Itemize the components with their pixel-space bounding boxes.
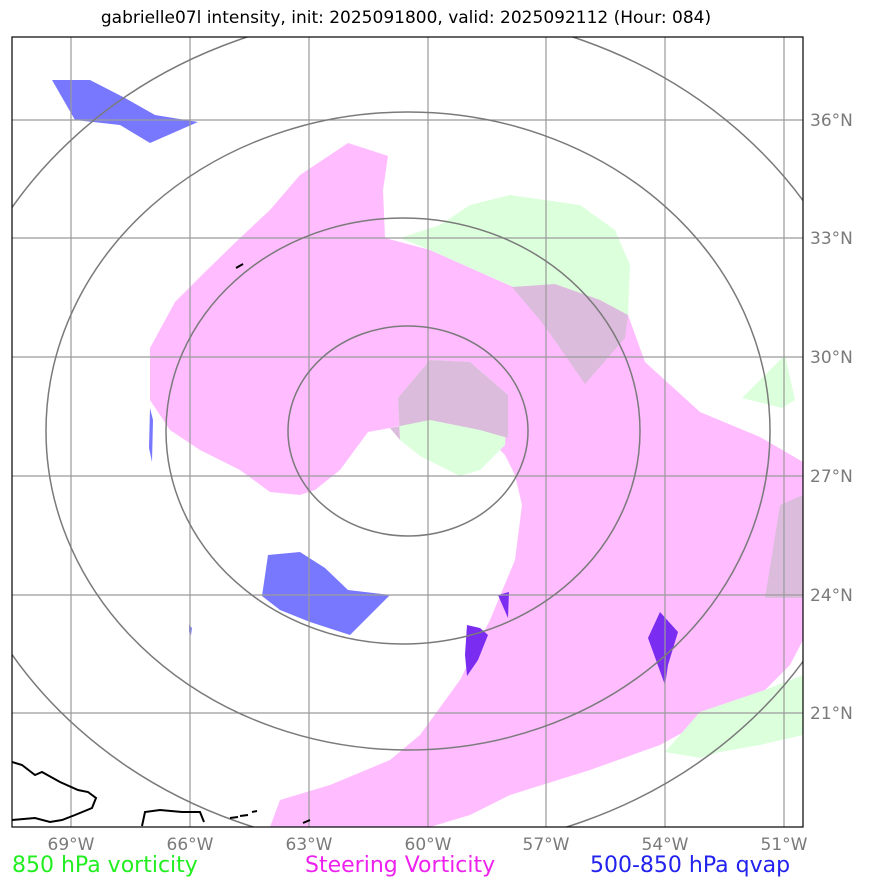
lat-label: 33°N bbox=[810, 229, 853, 249]
lat-label: 36°N bbox=[810, 111, 853, 131]
coastline-island-2 bbox=[229, 816, 239, 819]
coastline-island-3 bbox=[239, 814, 249, 817]
range-ring-2 bbox=[165, 217, 641, 645]
lon-label: 60°W bbox=[405, 835, 452, 855]
vorticity-850-region-north bbox=[400, 195, 630, 315]
longitude-labels: 69°W 66°W 63°W 60°W 57°W 54°W 51°W bbox=[48, 835, 808, 855]
range-ring-3 bbox=[45, 111, 771, 751]
legend-qvap: 500-850 hPa qvap bbox=[590, 853, 791, 878]
chart-title: gabrielle07l intensity, init: 2025091800… bbox=[100, 8, 712, 28]
qvap-sliver-west bbox=[149, 408, 153, 462]
range-ring-1 bbox=[287, 325, 529, 537]
map-area bbox=[12, 37, 803, 827]
coastline-island-5 bbox=[302, 819, 311, 824]
coastline-hispaniola bbox=[12, 761, 98, 824]
lon-label: 69°W bbox=[48, 835, 95, 855]
coastline-island-4 bbox=[251, 810, 258, 813]
vorticity-850-region-southeast bbox=[665, 675, 803, 758]
lon-label: 57°W bbox=[523, 835, 570, 855]
coastline-puerto-rico bbox=[141, 808, 205, 827]
steering-vorticity-region bbox=[150, 143, 803, 827]
latitude-labels: 36°N 33°N 30°N 27°N 24°N 21°N bbox=[810, 111, 853, 724]
coastline-island-1 bbox=[235, 263, 244, 269]
lon-label: 51°W bbox=[761, 835, 808, 855]
qvap-spot-south-1 bbox=[465, 625, 488, 676]
qvap-spot-south-2 bbox=[498, 592, 509, 618]
qvap-region-northwest bbox=[52, 80, 198, 143]
lat-label: 24°N bbox=[810, 586, 853, 606]
vorticity-850-region-east bbox=[742, 355, 795, 408]
lon-label: 54°W bbox=[642, 835, 689, 855]
map-frame bbox=[11, 36, 804, 828]
qvap-spot-southeast bbox=[648, 612, 678, 685]
overlap-region-center bbox=[390, 360, 508, 440]
legend-850-vorticity: 850 hPa vorticity bbox=[12, 853, 198, 878]
legend-steering-vorticity: Steering Vorticity bbox=[305, 853, 496, 878]
coastlines bbox=[12, 263, 311, 827]
graticule bbox=[12, 37, 803, 827]
range-rings bbox=[12, 37, 803, 827]
lat-label: 21°N bbox=[810, 704, 853, 724]
lon-label: 63°W bbox=[286, 835, 333, 855]
qvap-region-southwest bbox=[262, 552, 390, 635]
lat-label: 27°N bbox=[810, 467, 853, 487]
lon-label: 66°W bbox=[167, 835, 214, 855]
overlap-region-north bbox=[512, 284, 628, 384]
lat-label: 30°N bbox=[810, 348, 853, 368]
